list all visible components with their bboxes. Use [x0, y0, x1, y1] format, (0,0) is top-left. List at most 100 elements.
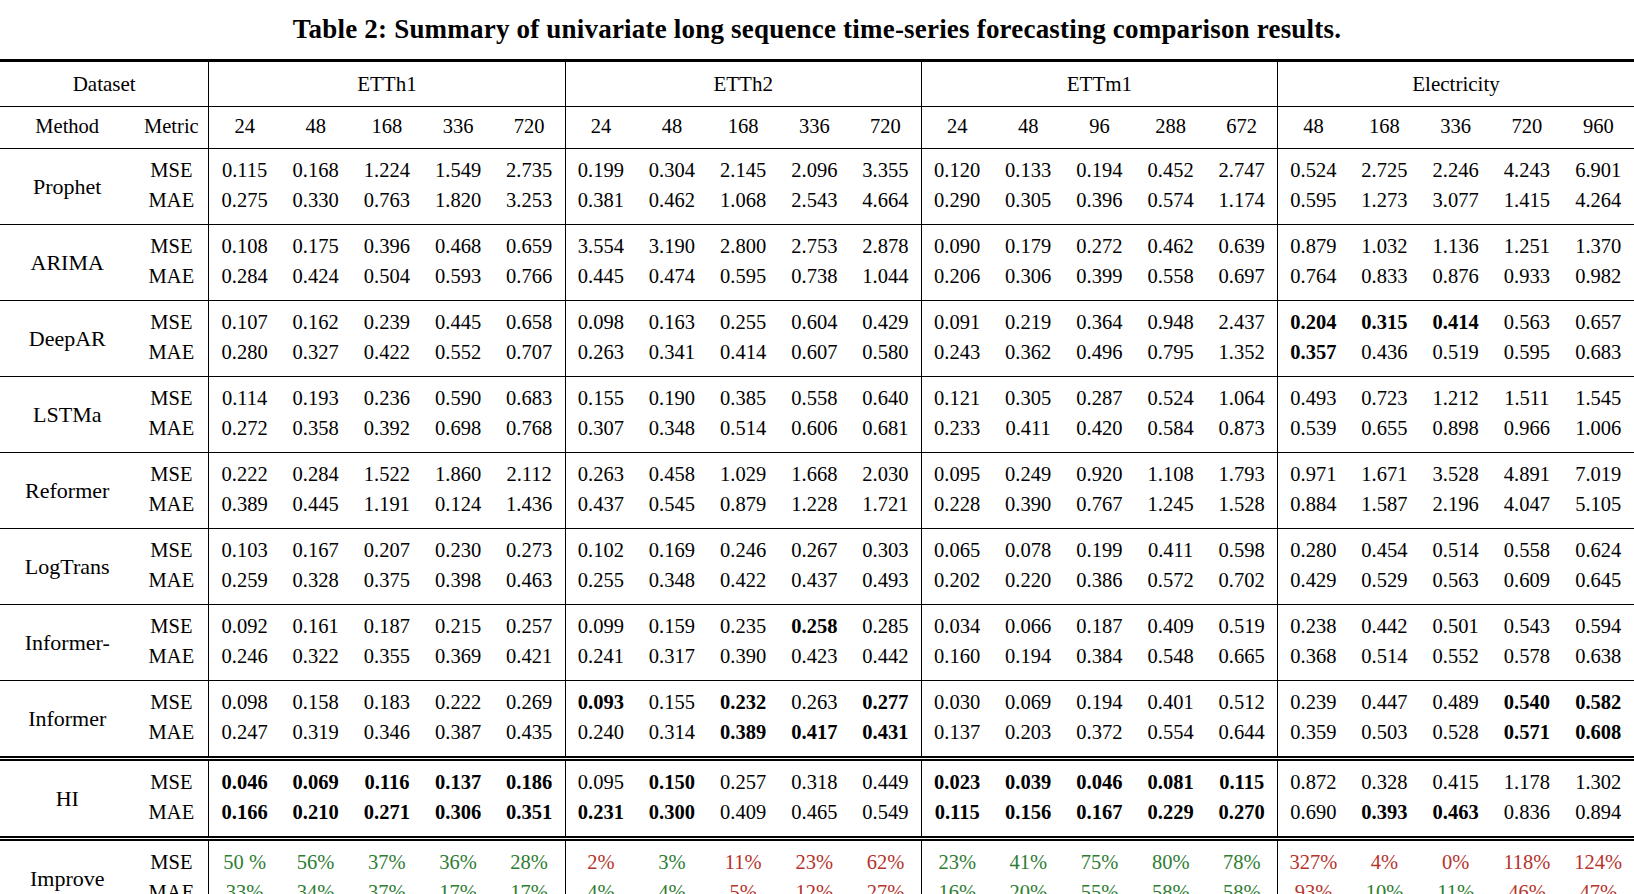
metric-name: MSE — [134, 528, 208, 566]
value-cell: 0.039 — [993, 758, 1064, 798]
value-cell: 0.424 — [280, 262, 351, 301]
value-cell: 7.019 — [1563, 452, 1634, 490]
value-cell: 4.243 — [1491, 148, 1562, 186]
value-cell: 0.422 — [708, 566, 779, 605]
value-cell: 0.314 — [636, 718, 707, 759]
horizon: 24 — [565, 107, 636, 149]
value-cell: 0.503 — [1349, 718, 1420, 759]
value-cell: 0.362 — [993, 338, 1064, 377]
value-cell: 0.246 — [209, 642, 280, 681]
value-cell: 62% — [850, 838, 921, 878]
value-cell: 0.437 — [565, 490, 636, 529]
value-cell: 0.638 — [1563, 642, 1634, 681]
value-cell: 0.066 — [993, 604, 1064, 642]
value-cell: 0.034 — [921, 604, 992, 642]
value-cell: 0.307 — [565, 414, 636, 453]
metric-name: MAE — [134, 262, 208, 301]
horizon: 48 — [636, 107, 707, 149]
value-cell: 0.239 — [351, 300, 422, 338]
value-cell: 0.137 — [423, 758, 494, 798]
value-cell: 0.095 — [565, 758, 636, 798]
value-cell: 0.607 — [779, 338, 850, 377]
value-cell: 0.389 — [209, 490, 280, 529]
value-cell: 0.982 — [1563, 262, 1634, 301]
value-cell: 0.159 — [636, 604, 707, 642]
value-cell: 0.046 — [1064, 758, 1135, 798]
value-cell: 0.411 — [993, 414, 1064, 453]
value-cell: 0.384 — [1064, 642, 1135, 681]
value-cell: 0.519 — [1206, 604, 1277, 642]
value-cell: 2.747 — [1206, 148, 1277, 186]
value-cell: 2.096 — [779, 148, 850, 186]
value-cell: 0.409 — [708, 798, 779, 839]
value-cell: 1.228 — [779, 490, 850, 529]
value-cell: 0.303 — [850, 528, 921, 566]
metric-name: MSE — [134, 680, 208, 718]
value-cell: 1.860 — [423, 452, 494, 490]
value-cell: 3.528 — [1420, 452, 1491, 490]
value-cell: 0.187 — [1064, 604, 1135, 642]
value-cell: 0.593 — [423, 262, 494, 301]
value-cell: 0.398 — [423, 566, 494, 605]
value-cell: 0.183 — [351, 680, 422, 718]
value-cell: 0.277 — [850, 680, 921, 718]
value-cell: 0.396 — [1064, 186, 1135, 225]
value-cell: 0.137 — [921, 718, 992, 759]
value-cell: 0.697 — [1206, 262, 1277, 301]
value-cell: 1.668 — [779, 452, 850, 490]
value-cell: 2.753 — [779, 224, 850, 262]
value-cell: 0.659 — [494, 224, 565, 262]
value-cell: 0.241 — [565, 642, 636, 681]
value-cell: 0.167 — [280, 528, 351, 566]
value-cell: 0.493 — [850, 566, 921, 605]
value-cell: 0.328 — [1349, 758, 1420, 798]
metric-name: MSE — [134, 838, 208, 878]
value-cell: 1.251 — [1491, 224, 1562, 262]
value-cell: 0.249 — [993, 452, 1064, 490]
value-cell: 0.590 — [423, 376, 494, 414]
value-cell: 0.368 — [1278, 642, 1349, 681]
value-cell: 0.766 — [494, 262, 565, 301]
value-cell: 0.193 — [280, 376, 351, 414]
value-cell: 0.115 — [921, 798, 992, 839]
value-cell: 1.587 — [1349, 490, 1420, 529]
value-cell: 0.351 — [494, 798, 565, 839]
value-cell: 78% — [1206, 838, 1277, 878]
value-cell: 1.178 — [1491, 758, 1562, 798]
method-label: Method — [0, 107, 134, 149]
value-cell: 41% — [993, 838, 1064, 878]
metric-name: MAE — [134, 718, 208, 759]
value-cell: 4.664 — [850, 186, 921, 225]
value-cell: 1.191 — [351, 490, 422, 529]
metric-row: MAE0.2470.3190.3460.3870.4350.2400.3140.… — [0, 718, 1634, 759]
value-cell: 75% — [1064, 838, 1135, 878]
group-etth2: ETTh2 — [565, 61, 921, 107]
value-cell: 0.594 — [1563, 604, 1634, 642]
value-cell: 0.514 — [708, 414, 779, 453]
value-cell: 0.357 — [1278, 338, 1349, 377]
value-cell: 0.359 — [1278, 718, 1349, 759]
value-cell: 0.624 — [1563, 528, 1634, 566]
value-cell: 0.933 — [1491, 262, 1562, 301]
dataset-label: Dataset — [0, 61, 209, 107]
value-cell: 0.155 — [565, 376, 636, 414]
value-cell: 0.690 — [1278, 798, 1349, 839]
value-cell: 0.069 — [993, 680, 1064, 718]
value-cell: 0.707 — [494, 338, 565, 377]
value-cell: 0.358 — [280, 414, 351, 453]
value-cell: 0.683 — [1563, 338, 1634, 377]
value-cell: 0.219 — [993, 300, 1064, 338]
value-cell: 0.046 — [209, 758, 280, 798]
value-cell: 0.558 — [1135, 262, 1206, 301]
horizon: 672 — [1206, 107, 1277, 149]
value-cell: 0.563 — [1491, 300, 1562, 338]
value-cell: 0.341 — [636, 338, 707, 377]
value-cell: 0.447 — [1349, 680, 1420, 718]
value-cell: 0.462 — [636, 186, 707, 225]
value-cell: 0.966 — [1491, 414, 1562, 453]
value-cell: 0.639 — [1206, 224, 1277, 262]
value-cell: 0.493 — [1278, 376, 1349, 414]
method-name: DeepAR — [0, 300, 134, 376]
value-cell: 0.399 — [1064, 262, 1135, 301]
metric-name: MAE — [134, 566, 208, 605]
